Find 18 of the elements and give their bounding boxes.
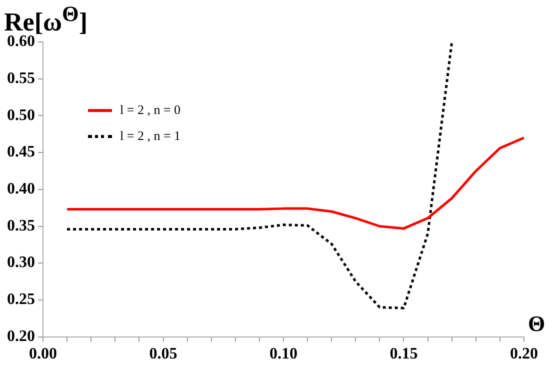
y-tick-label: 0.35 bbox=[7, 217, 35, 234]
y-tick-label: 0.45 bbox=[7, 144, 35, 161]
y-tick-label: 0.30 bbox=[7, 254, 35, 272]
y-tick-label: 0.55 bbox=[7, 70, 35, 87]
legend-label: l = 2 , n = 0 bbox=[120, 102, 181, 118]
x-axis-title: Θ bbox=[528, 310, 546, 337]
x-tick-label: 0.10 bbox=[270, 346, 298, 363]
x-tick-label: 0.15 bbox=[390, 346, 418, 363]
line-series bbox=[66, 42, 454, 310]
x-tick-label: 0.05 bbox=[149, 346, 178, 363]
y-tick-label: 0.25 bbox=[7, 291, 35, 308]
x-tick-label: 0.20 bbox=[510, 346, 538, 363]
legend-label: l = 2 , n = 1 bbox=[120, 128, 181, 144]
y-tick-label: 0.20 bbox=[7, 328, 35, 345]
y-tick-label: 0.60 bbox=[7, 33, 35, 50]
y-tick-label: 0.40 bbox=[7, 180, 35, 198]
x-tick-label: 0.00 bbox=[29, 346, 57, 363]
y-tick-label: 0.50 bbox=[7, 106, 35, 124]
